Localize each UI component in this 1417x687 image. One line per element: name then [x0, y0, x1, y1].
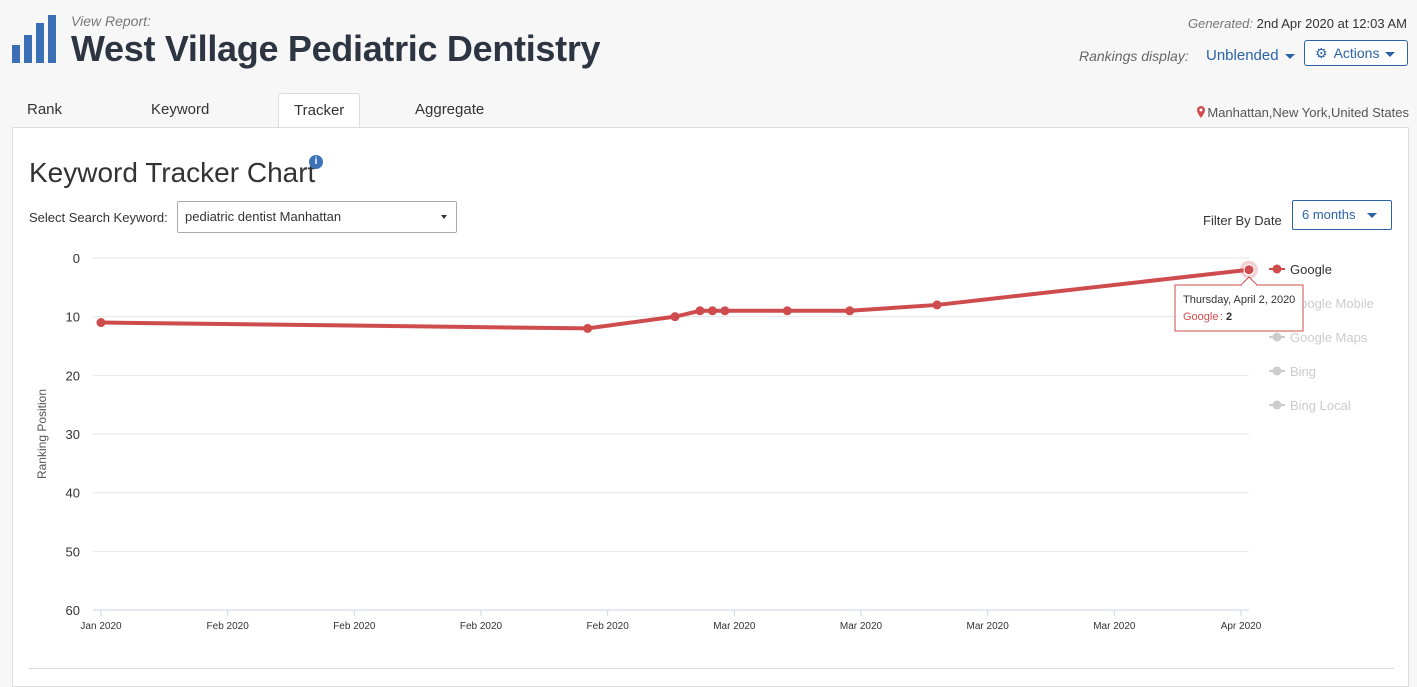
y-tick-label: 10	[66, 310, 80, 325]
gear-icon: ⚙	[1315, 45, 1328, 61]
series-line-google	[99, 267, 1251, 331]
rankings-display-value: Unblended	[1206, 47, 1279, 64]
legend-label: Google	[1290, 262, 1332, 277]
map-pin-icon	[1197, 106, 1206, 118]
y-tick-label: 40	[66, 486, 80, 501]
view-report-label: View Report:	[71, 13, 151, 29]
data-point	[932, 300, 942, 310]
x-tick-label: Mar 2020	[713, 621, 756, 632]
legend-symbol-marker	[1272, 264, 1282, 274]
tab-keyword-groups[interactable]: Keyword Groups	[151, 101, 210, 152]
rankings-display-label: Rankings display:	[1079, 48, 1189, 64]
info-icon[interactable]: i	[309, 155, 323, 169]
actions-button[interactable]: ⚙ Actions	[1304, 40, 1408, 66]
x-tick-label: Feb 2020	[460, 621, 503, 632]
tooltip-pointer-join	[1242, 284, 1256, 286]
tooltip-value: 2	[1226, 311, 1232, 323]
data-point	[707, 306, 717, 316]
legend-symbol-marker	[1272, 332, 1282, 342]
caret-down-icon	[441, 215, 447, 219]
data-point	[845, 306, 855, 316]
y-tick-label: 60	[66, 603, 80, 618]
generated-info: Generated: 2nd Apr 2020 at 12:03 AM	[1188, 16, 1407, 31]
tooltip-pointer	[1240, 276, 1258, 286]
generated-value: 2nd Apr 2020 at 12:03 AM	[1256, 16, 1407, 31]
keyword-select[interactable]: pediatric dentist Manhattan	[177, 201, 457, 233]
data-point	[96, 318, 106, 328]
keyword-select-value: pediatric dentist Manhattan	[185, 209, 342, 224]
x-tick-label: Jan 2020	[80, 621, 122, 632]
data-point	[583, 323, 593, 333]
tooltip-date: Thursday, April 2, 2020	[1183, 294, 1295, 306]
location-indicator: Manhattan,New York,United States	[1197, 105, 1409, 120]
tooltip-separator: :	[1220, 311, 1223, 323]
legend-label: Bing	[1290, 364, 1316, 379]
x-tick-label: Feb 2020	[587, 621, 630, 632]
caret-down-icon	[1284, 53, 1295, 59]
tracker-chart-panel: Keyword Tracker Chart i Select Search Ke…	[12, 127, 1409, 687]
legend-symbol-marker	[1272, 400, 1282, 410]
x-tick-label: Mar 2020	[840, 621, 883, 632]
x-tick-label: Feb 2020	[207, 621, 250, 632]
generated-label: Generated:	[1187, 16, 1254, 31]
actions-label: Actions	[1333, 45, 1380, 61]
ranking-line-chart: 0 10 20 30 40 50 60 Ranking Position Jan 2020 Feb…	[35, 251, 1374, 632]
location-text: Manhattan,New York,United States	[1207, 105, 1409, 120]
data-point	[695, 306, 705, 316]
y-tick-label: 20	[66, 368, 80, 383]
tab-rank-checker[interactable]: Rank Checker	[27, 101, 83, 152]
y-tick-label: 30	[66, 427, 80, 442]
caret-down-icon	[1367, 213, 1377, 218]
tab-tracker-chart[interactable]: Tracker Chart	[278, 93, 361, 153]
panel-title: Keyword Tracker Chart	[29, 157, 316, 188]
legend-label: Bing Local	[1290, 398, 1351, 413]
x-tick-label: Apr 2020	[1221, 621, 1262, 632]
legend-label: Google Maps	[1290, 330, 1368, 345]
bar-chart-logo-icon	[12, 15, 56, 63]
select-keyword-label: Select Search Keyword:	[29, 210, 168, 225]
tooltip-box	[1174, 284, 1304, 332]
y-tick-label: 50	[66, 544, 80, 559]
report-header: View Report: West Village Pediatric Dent…	[0, 0, 1417, 92]
caret-down-icon	[1385, 51, 1396, 57]
legend-label: Google Mobile	[1290, 296, 1374, 311]
date-filter-value: 6 months	[1302, 207, 1356, 222]
y-tick-label: 0	[73, 251, 80, 266]
data-point	[782, 306, 792, 316]
x-tick-label: Feb 2020	[333, 621, 376, 632]
data-point	[720, 306, 730, 316]
panel-divider	[29, 668, 1394, 669]
tab-aggregate-ranking-chart[interactable]: Aggregate Ranking Chart	[415, 101, 485, 186]
filter-by-date-label: Filter By Date	[1203, 213, 1282, 228]
data-point	[670, 312, 680, 322]
data-point	[1243, 264, 1255, 276]
legend-symbol-marker	[1272, 366, 1282, 376]
x-tick-label: Mar 2020	[967, 621, 1010, 632]
tooltip-series-label: Google	[1183, 311, 1218, 323]
page-title: West Village Pediatric Dentistry	[71, 28, 601, 69]
y-axis-title: Ranking Position	[35, 389, 49, 479]
x-tick-label: Mar 2020	[1093, 621, 1136, 632]
date-filter-dropdown[interactable]: 6 months	[1292, 200, 1392, 230]
rankings-display-dropdown[interactable]: Unblended	[1206, 47, 1295, 64]
